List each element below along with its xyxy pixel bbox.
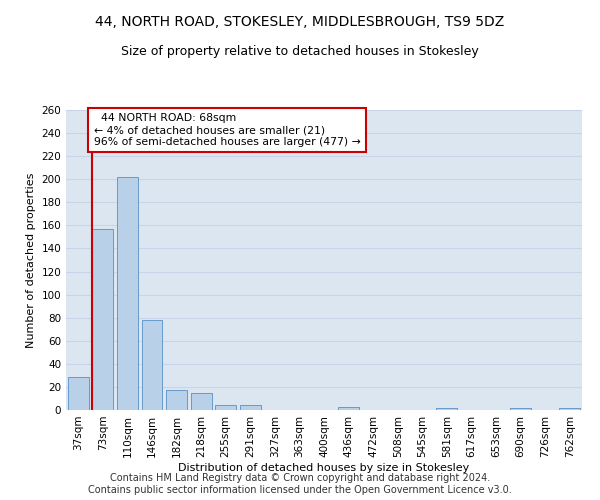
Bar: [338, 406, 359, 410]
Text: Size of property relative to detached houses in Stokesley: Size of property relative to detached ho…: [121, 45, 479, 58]
Bar: [559, 408, 580, 410]
Bar: [191, 392, 212, 410]
Bar: [117, 177, 138, 410]
Bar: [92, 229, 113, 410]
Bar: [68, 376, 89, 410]
Text: Contains HM Land Registry data © Crown copyright and database right 2024.
Contai: Contains HM Land Registry data © Crown c…: [88, 474, 512, 495]
Bar: [436, 408, 457, 410]
Bar: [240, 406, 261, 410]
Y-axis label: Number of detached properties: Number of detached properties: [26, 172, 36, 348]
Text: 44 NORTH ROAD: 68sqm
← 4% of detached houses are smaller (21)
96% of semi-detach: 44 NORTH ROAD: 68sqm ← 4% of detached ho…: [94, 114, 361, 146]
Bar: [215, 406, 236, 410]
Text: 44, NORTH ROAD, STOKESLEY, MIDDLESBROUGH, TS9 5DZ: 44, NORTH ROAD, STOKESLEY, MIDDLESBROUGH…: [95, 15, 505, 29]
X-axis label: Distribution of detached houses by size in Stokesley: Distribution of detached houses by size …: [178, 462, 470, 472]
Bar: [510, 408, 531, 410]
Bar: [142, 320, 163, 410]
Bar: [166, 390, 187, 410]
